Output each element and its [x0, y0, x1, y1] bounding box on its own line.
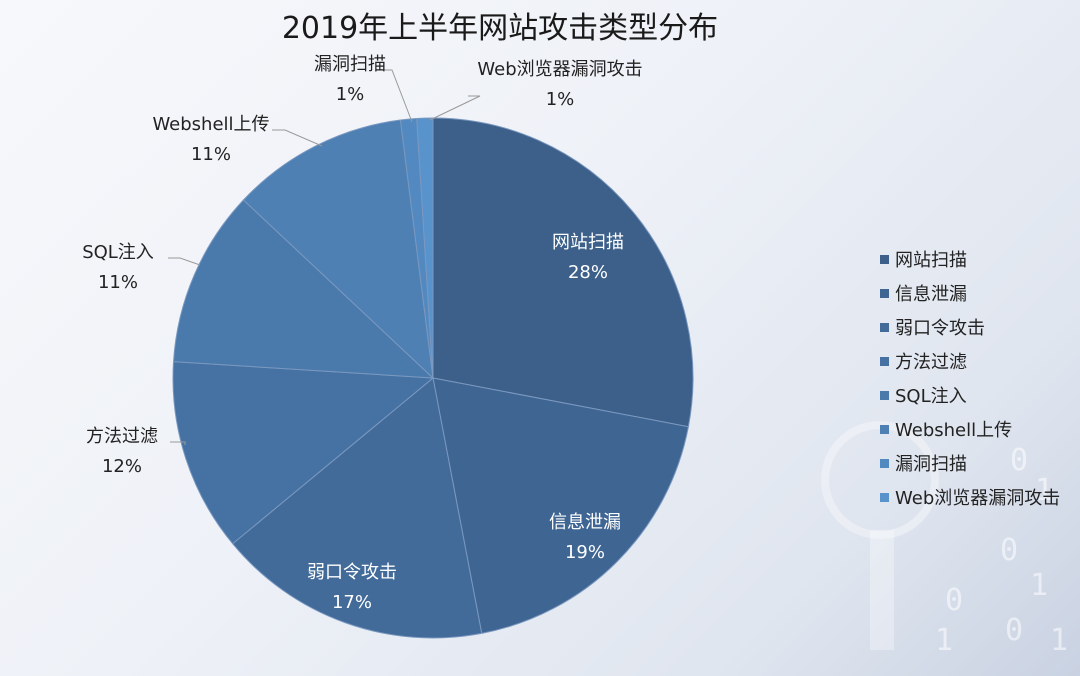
binary-digit: 0: [1005, 613, 1023, 648]
slice-label-name: Web浏览器漏洞攻击: [477, 59, 642, 80]
pie-slice: [242, 119, 434, 380]
pie-slice: [231, 377, 483, 639]
binary-digit: 0: [945, 583, 963, 618]
slice-label-name: 信息泄漏: [549, 512, 621, 533]
slice-label-name: 网站扫描: [552, 232, 624, 253]
binary-digit: 0: [1000, 533, 1018, 568]
legend-entry-label: 方法过滤: [895, 352, 967, 373]
binary-digit: 0: [1010, 443, 1028, 478]
slice-label-percent: 19%: [565, 542, 605, 563]
slice-label-percent: 11%: [98, 272, 138, 293]
legend-swatch: [880, 391, 889, 400]
binary-digit: 1: [1050, 623, 1068, 658]
legend-entry-label: Webshell上传: [895, 420, 1012, 441]
legend-swatch: [880, 425, 889, 434]
slice-label-name: 漏洞扫描: [314, 54, 386, 75]
legend-swatch: [880, 289, 889, 298]
legend-swatch: [880, 459, 889, 468]
slice-label-name: SQL注入: [82, 242, 154, 263]
key-shaft-shape: [870, 530, 894, 650]
slice-label-name: 弱口令攻击: [307, 562, 397, 583]
legend-entry-label: 弱口令攻击: [895, 318, 985, 339]
leader-line: [429, 95, 481, 121]
slice-label-name: 方法过滤: [86, 426, 158, 447]
legend-swatch: [880, 493, 889, 502]
slice-label-name: Webshell上传: [152, 114, 269, 135]
leader-line: [380, 69, 413, 123]
legend-entry-label: 信息泄漏: [895, 284, 967, 305]
slice-label-percent: 12%: [102, 456, 142, 477]
slice-label-percent: 17%: [332, 592, 372, 613]
pie-slice: [172, 199, 435, 379]
legend-entry-label: SQL注入: [895, 386, 967, 407]
pie-slice: [172, 361, 435, 545]
legend-swatch: [880, 357, 889, 366]
slice-label-percent: 1%: [546, 89, 575, 110]
chart-title: 2019年上半年网站攻击类型分布: [282, 11, 718, 46]
pie-slice: [432, 377, 689, 634]
legend-swatch: [880, 323, 889, 332]
leader-line: [170, 441, 186, 445]
slice-label-percent: 28%: [568, 262, 608, 283]
slice-label-percent: 11%: [191, 144, 231, 165]
binary-digit: 1: [1035, 473, 1053, 508]
binary-digit: 1: [935, 623, 953, 658]
leader-line: [272, 129, 323, 147]
legend-swatch: [880, 255, 889, 264]
legend-entry-label: 漏洞扫描: [895, 454, 967, 475]
legend-entry-label: Web浏览器漏洞攻击: [895, 488, 1060, 509]
binary-digit: 1: [1030, 568, 1048, 603]
leader-line: [168, 257, 201, 266]
legend-entry-label: 网站扫描: [895, 250, 967, 271]
pie-slice: [416, 117, 434, 379]
pie-slice: [432, 117, 694, 428]
slice-label-percent: 1%: [336, 84, 365, 105]
